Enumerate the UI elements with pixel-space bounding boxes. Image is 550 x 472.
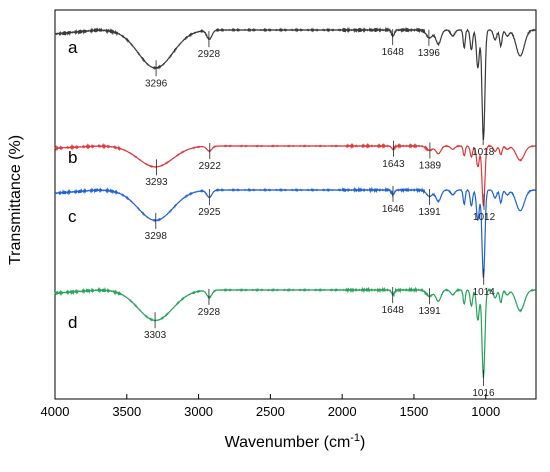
series-label-c: c [68, 207, 77, 226]
peak-label: 1391 [418, 207, 441, 218]
y-axis-title: Transmittance (%) [7, 135, 24, 265]
series-line-b [54, 142, 537, 207]
series-label-a: a [68, 38, 78, 57]
peak-label: 1012 [473, 212, 496, 223]
peak-label: 3293 [145, 177, 168, 188]
x-axis-title-sup: -1 [350, 432, 360, 444]
series-letters: a b c d [68, 38, 78, 332]
series-line-d [54, 286, 537, 378]
x-tick-label: 1000 [471, 404, 500, 419]
plot-frame [54, 9, 537, 400]
x-tick-label: 3000 [184, 404, 213, 419]
peak-label: 1018 [472, 147, 495, 158]
series-label-d: d [68, 313, 77, 332]
peak-label: 1646 [382, 204, 405, 215]
x-tick-label: 3500 [112, 404, 141, 419]
x-tick-label: 4000 [41, 404, 70, 419]
x-tick-label: 1500 [399, 404, 428, 419]
series-line-a [54, 26, 536, 140]
peak-label: 2922 [199, 161, 222, 172]
peak-label: 1396 [418, 48, 441, 59]
peak-label: 1016 [472, 388, 495, 399]
peak-label: 3303 [144, 330, 167, 341]
series-line-c [54, 186, 536, 278]
peak-label: 1648 [382, 305, 405, 316]
peak-label: 1389 [419, 161, 442, 172]
spectra-curves [54, 26, 537, 378]
peak-label: 1014 [473, 287, 496, 298]
x-axis-ticks: 4000 3500 3000 2500 2000 1500 1000 [41, 394, 500, 419]
peak-label: 2925 [198, 207, 221, 218]
x-tick-label: 2000 [328, 404, 357, 419]
peak-label: 1643 [382, 159, 405, 170]
peak-label: 1391 [418, 306, 441, 317]
peak-markers: 3296 2928 1648 1396 1018 3293 2922 1643 1389 1012… [144, 29, 496, 399]
x-axis-title: Wavenumber (cm-1) [225, 432, 366, 451]
peak-label: 2928 [198, 49, 221, 60]
x-tick-label: 2500 [256, 404, 285, 419]
peak-label: 2928 [198, 307, 221, 318]
peak-label: 3298 [145, 231, 168, 242]
x-axis-title-close: ) [360, 434, 365, 451]
peak-label: 3296 [145, 78, 168, 89]
x-axis-title-main: Wavenumber (cm [225, 434, 351, 451]
peak-label: 1648 [382, 47, 405, 58]
series-label-b: b [68, 148, 77, 167]
